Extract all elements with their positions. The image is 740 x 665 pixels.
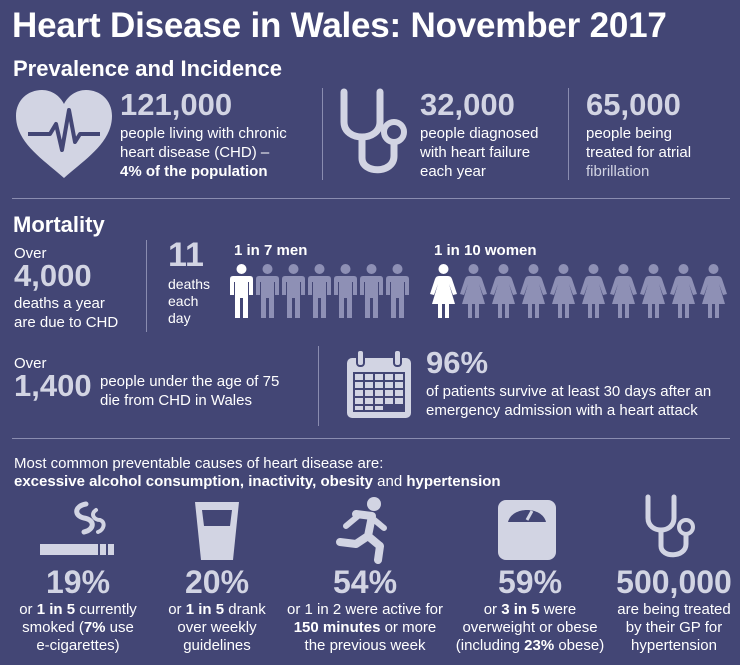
survive-number: 96% [426, 345, 489, 380]
woman-figure-icon [610, 264, 637, 318]
man-figure-icon [230, 264, 253, 318]
scale-icon [498, 500, 556, 560]
hypertension-number: 500,000 [616, 564, 732, 600]
chd-number: 121,000 [120, 87, 233, 122]
hypertension-description: are being treated by their GP for hypert… [617, 601, 731, 654]
man-figure-icon [386, 264, 409, 318]
woman-figure-icon [550, 264, 577, 318]
men-figures [230, 264, 409, 319]
divider [322, 88, 323, 180]
obesity-percent: 59% [497, 564, 563, 600]
heart-failure-description: people diagnosed with heart failure each… [420, 125, 539, 180]
woman-figure-icon [490, 264, 517, 318]
atrial-number: 65,000 [586, 87, 681, 122]
man-figure-icon [360, 264, 383, 318]
deaths-number: 4,000 [14, 258, 92, 293]
under75-number: 1,400 [14, 368, 92, 403]
woman-figure-icon [520, 264, 547, 318]
man-figure-icon [256, 264, 279, 318]
smoking-percent: 19% [45, 564, 111, 600]
woman-figure-icon [460, 264, 487, 318]
daily-deaths-description: deaths each day [168, 276, 211, 326]
deaths-description: deaths a year are due to CHD [14, 295, 119, 331]
cigarette-icon [40, 501, 114, 555]
stethoscope-icon [340, 88, 407, 174]
women-figures [430, 264, 727, 319]
divider [568, 88, 569, 180]
man-figure-icon [282, 264, 305, 318]
activity-percent: 54% [332, 564, 398, 600]
calendar-icon [347, 349, 411, 418]
woman-figure-icon [640, 264, 667, 318]
survive-description: of patients survive at least 30 days aft… [426, 383, 712, 419]
page-title: Heart Disease in Wales: November 2017 [12, 6, 667, 45]
heart-icon [16, 90, 112, 178]
runner-icon [336, 497, 387, 564]
section-divider [12, 438, 730, 439]
woman-figure-icon [700, 264, 727, 318]
chd-description: people living with chronic heart disease… [120, 125, 287, 180]
atrial-description: people being treated for atrial fibrilla… [586, 125, 692, 180]
woman-figure-icon [430, 264, 457, 318]
causes-intro: Most common preventable causes of heart … [14, 455, 384, 472]
causes-list: excessive alcohol consumption, inactivit… [14, 473, 501, 490]
stethoscope-icon [645, 494, 695, 558]
alcohol-description: or 1 in 5 drank over weekly guidelines [168, 601, 266, 654]
women-label: 1 in 10 women [434, 242, 537, 259]
woman-figure-icon [670, 264, 697, 318]
alcohol-percent: 20% [184, 564, 250, 600]
divider [146, 240, 147, 332]
section-divider [12, 198, 730, 199]
deaths-over-label: Over [14, 245, 47, 262]
divider [318, 346, 319, 426]
men-label: 1 in 7 men [234, 242, 308, 259]
daily-deaths-number: 11 [168, 236, 204, 274]
man-figure-icon [334, 264, 357, 318]
heart-failure-number: 32,000 [420, 87, 515, 122]
activity-description: or 1 in 2 were active for 150 minutes or… [287, 601, 443, 654]
prevalence-heading: Prevalence and Incidence [13, 56, 283, 81]
glass-icon [195, 502, 239, 560]
mortality-heading: Mortality [13, 212, 105, 237]
woman-figure-icon [580, 264, 607, 318]
obesity-description: or 3 in 5 were overweight or obese (incl… [455, 601, 605, 654]
man-figure-icon [308, 264, 331, 318]
under75-description: people under the age of 75 die from CHD … [100, 373, 280, 409]
smoking-description: or 1 in 5 currently smoked (7% use e-cig… [19, 601, 137, 654]
under75-over-label: Over [14, 355, 47, 372]
